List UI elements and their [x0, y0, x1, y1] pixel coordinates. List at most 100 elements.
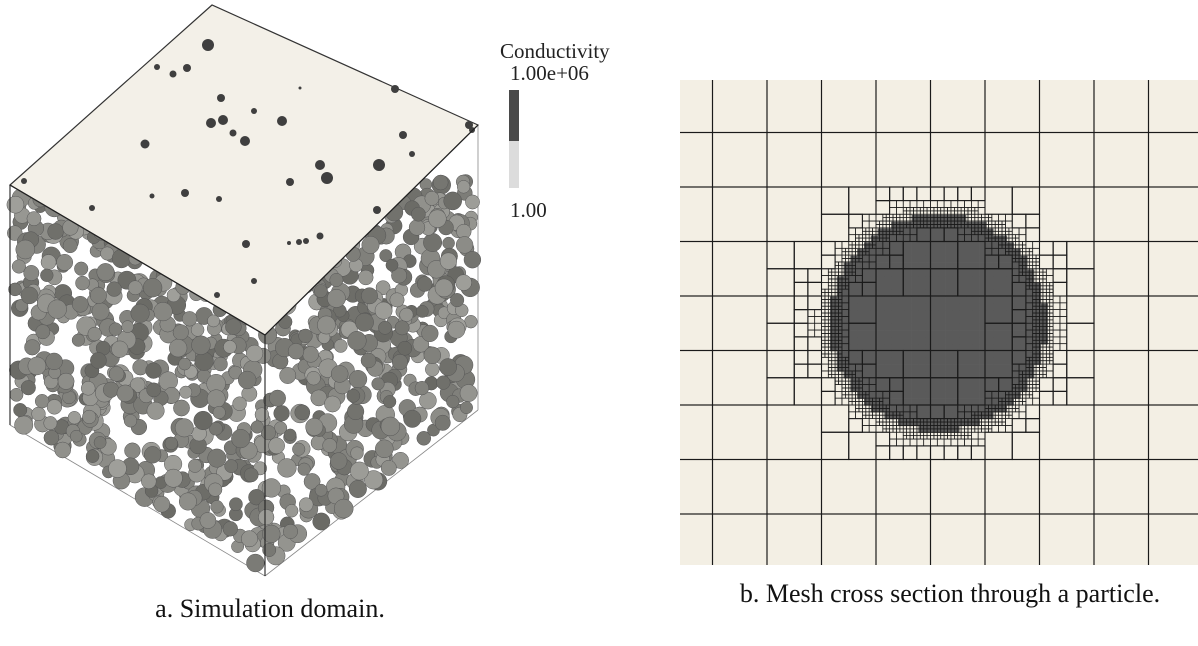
particle [312, 512, 331, 531]
particle-cell [952, 398, 960, 406]
particle-cell [877, 303, 885, 311]
particle-cell [877, 242, 885, 250]
particle-cell [1013, 378, 1021, 386]
particle-cell [864, 344, 872, 352]
particle-cell [952, 303, 960, 311]
particle-cell [1027, 344, 1035, 352]
particle-cell [870, 249, 878, 257]
particle [411, 206, 426, 222]
particle-cell [898, 405, 906, 413]
particle-cell [938, 276, 946, 284]
particle-cell [870, 303, 878, 311]
particle [378, 320, 392, 335]
particle-cell [932, 344, 940, 352]
particle-cell [830, 344, 838, 352]
particle-cell [959, 276, 967, 284]
particle-section [140, 139, 150, 149]
particle-cell [945, 303, 953, 311]
particle-cell [932, 228, 940, 236]
particle [279, 367, 297, 384]
particle-cell [843, 283, 851, 291]
particle-cell [959, 371, 967, 379]
particle-cell [836, 364, 844, 372]
particle-cell [870, 385, 878, 393]
particle [20, 380, 36, 396]
particle-cell [884, 412, 892, 420]
particle-cell [911, 337, 919, 345]
particle [277, 458, 297, 478]
particle-cell [918, 303, 926, 311]
particle-cell [959, 221, 967, 229]
particle-cell [959, 330, 967, 338]
particle [164, 436, 178, 451]
particle-cell [870, 398, 878, 406]
particle [439, 358, 457, 376]
particle-cell [877, 289, 885, 297]
particle-cell [959, 283, 967, 291]
particle [273, 405, 290, 422]
particle-cell [911, 398, 919, 406]
particle-cell [864, 262, 872, 270]
legend-high-swatch [509, 90, 519, 141]
particle-cell [830, 330, 838, 338]
particle-cell [1006, 276, 1014, 284]
particle-cell [1034, 303, 1042, 311]
particle-cell [1013, 391, 1021, 399]
particle-cell [898, 391, 906, 399]
particle [71, 333, 85, 347]
particle [31, 406, 46, 422]
particle [168, 338, 188, 358]
particle-cell [925, 425, 933, 433]
particle [364, 470, 384, 490]
particle-cell [966, 303, 974, 311]
particle-cell [959, 296, 967, 304]
particle [26, 211, 42, 226]
particle-cell [918, 317, 926, 325]
particle-cell [979, 323, 987, 331]
particle-cell [898, 351, 906, 359]
particle-cell [857, 330, 865, 338]
particle-cell [979, 289, 987, 297]
particle [350, 446, 364, 460]
particle [385, 258, 399, 272]
particle [302, 346, 319, 363]
particle [70, 429, 83, 443]
particle-cell [932, 398, 940, 406]
particle-cell [1006, 303, 1014, 311]
particle-cell [952, 262, 960, 270]
particle [375, 280, 391, 296]
particle [262, 543, 277, 557]
particle-cell [986, 385, 994, 393]
particle-cell [959, 262, 967, 270]
particle [9, 387, 24, 402]
particle-cell [857, 255, 865, 263]
particle [23, 265, 40, 281]
particle-cell [972, 303, 980, 311]
mesh-particle-region [830, 215, 1048, 433]
particle-cell [898, 221, 906, 229]
particle-cell [1027, 357, 1035, 365]
particle-cell [952, 317, 960, 325]
particle-cell [1027, 337, 1035, 345]
particle-cell [945, 249, 953, 257]
particle-cell [870, 330, 878, 338]
particle-cell [877, 276, 885, 284]
particle-cell [1006, 323, 1014, 331]
particle-section [296, 239, 302, 245]
particle-cell [972, 337, 980, 345]
particle [90, 352, 107, 369]
particle-cell [932, 378, 940, 386]
particle-cell [898, 235, 906, 243]
particle-cell [898, 303, 906, 311]
mesh-grid-lines [680, 80, 1198, 565]
particle-cell [979, 364, 987, 372]
particle-cell [898, 398, 906, 406]
particle-cell [993, 289, 1001, 297]
particle-cell [925, 303, 933, 311]
particle-cell [884, 269, 892, 277]
particle-cell [938, 283, 946, 291]
particle-cell [1013, 303, 1021, 311]
particle-cell [945, 385, 953, 393]
particle [463, 251, 482, 269]
particle-section [316, 232, 324, 240]
